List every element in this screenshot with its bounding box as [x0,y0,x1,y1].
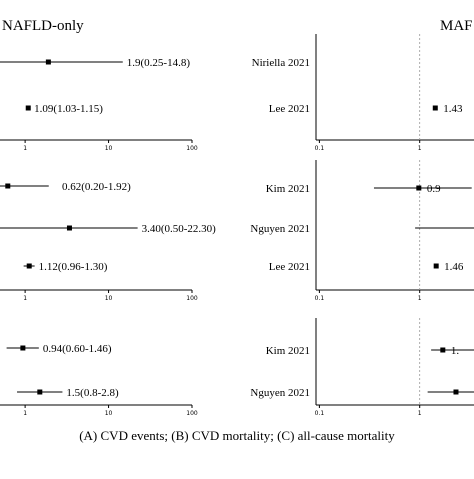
a-right-study-label: Lee 2021 [269,103,310,115]
b-left-estimate-label: 0.62(0.20-1.92) [62,181,131,193]
figure-caption: (A) CVD events; (B) CVD mortality; (C) a… [79,428,395,443]
b-right-study-label: Lee 2021 [269,261,310,273]
a-left-tick-label: 100 [186,145,198,152]
b-right-estimate-label: 0.9 [427,183,441,195]
c-right-estimate-label: 1. [451,345,460,357]
b-right-point-estimate [433,263,439,269]
b-left-tick-label: 10 [105,295,113,302]
b-right-study-label: Nguyen 2021 [250,223,310,235]
right-column-header: MAF [440,18,473,34]
a-right-tick-label: 1 [418,145,422,152]
b-right-estimate-label: 1.46 [444,261,464,273]
c-right-study-label: Nguyen 2021 [250,387,310,399]
a-right-point-estimate [432,105,438,111]
a-right-tick-label: 0.1 [315,145,325,152]
b-right-study-label: Kim 2021 [266,183,310,195]
c-left-point-estimate [37,389,43,395]
c-left-point-estimate [20,345,26,351]
c-left-tick-label: 100 [186,410,198,417]
a-right-study-label: Niriella 2021 [252,57,310,69]
left-column-header: NAFLD-only [2,18,84,34]
b-right-point-estimate [416,185,422,191]
b-left-point-estimate [5,183,11,189]
b-left-point-estimate [26,263,32,269]
c-left-tick-label: 1 [23,410,27,417]
c-right-tick-label: 1 [418,410,422,417]
c-right-tick-label: 0.1 [315,410,325,417]
c-right-point-estimate [440,347,446,353]
a-left-tick-label: 10 [105,145,113,152]
c-left-estimate-label: 0.94(0.60-1.46) [43,343,112,355]
b-left-tick-label: 1 [23,295,27,302]
b-right-tick-label: 1 [418,295,422,302]
c-left-estimate-label: 1.5(0.8-2.8) [66,387,119,399]
b-left-tick-label: 100 [186,295,198,302]
a-left-estimate-label: 1.09(1.03-1.15) [34,103,103,115]
a-left-estimate-label: 1.9(0.25-14.8) [127,57,191,69]
a-right-estimate-label: 1.43 [443,103,463,115]
a-left-point-estimate [45,59,51,65]
c-right-point-estimate [453,389,459,395]
a-left-point-estimate [25,105,31,111]
b-left-estimate-label: 1.12(0.96-1.30) [39,261,108,273]
b-left-estimate-label: 3.40(0.50-22.30) [142,223,217,235]
c-right-study-label: Kim 2021 [266,345,310,357]
a-left-tick-label: 1 [23,145,27,152]
b-left-point-estimate [66,225,72,231]
b-right-tick-label: 0.1 [315,295,325,302]
c-left-tick-label: 10 [105,410,113,417]
